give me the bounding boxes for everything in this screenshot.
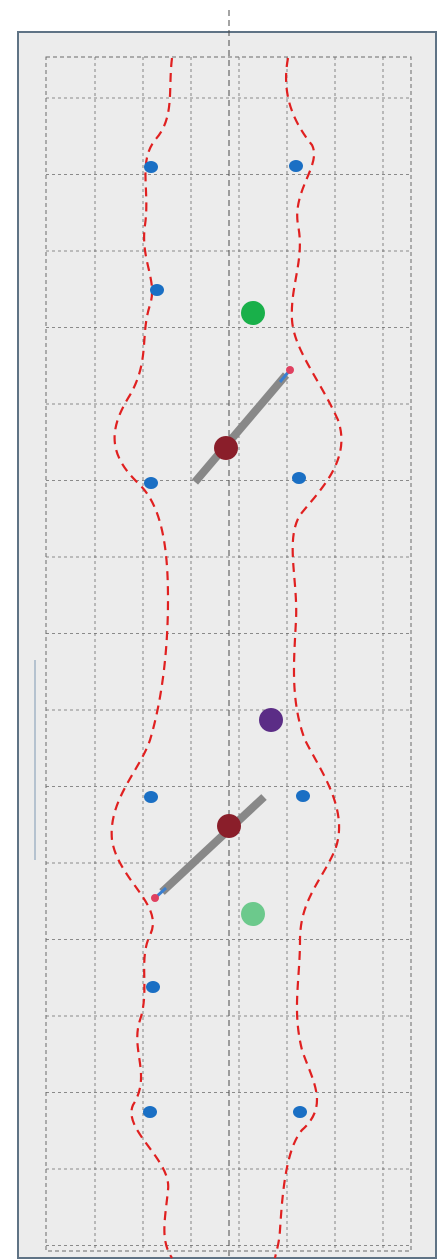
rod-upper-tip <box>286 366 294 374</box>
blue-marker-9 <box>143 1106 157 1118</box>
left-boundary-curve <box>110 57 174 1259</box>
rod-lower[interactable] <box>151 794 267 902</box>
blue-marker-10 <box>293 1106 307 1118</box>
light-green-ball[interactable] <box>241 902 265 926</box>
blue-marker-2 <box>289 160 303 172</box>
blue-marker-7 <box>296 790 310 802</box>
purple-ball[interactable] <box>259 708 283 732</box>
blue-marker-6 <box>144 791 158 803</box>
rod-upper[interactable] <box>191 366 294 485</box>
rod-lower-tip <box>151 894 159 902</box>
blue-marker-3 <box>150 284 164 296</box>
green-ball[interactable] <box>241 301 265 325</box>
blue-markers <box>143 160 310 1118</box>
blue-marker-5 <box>292 472 306 484</box>
panel-frame <box>17 31 437 1259</box>
rod-lower-pivot[interactable] <box>217 814 241 838</box>
blue-marker-8 <box>146 981 160 993</box>
rod-upper-pivot[interactable] <box>214 436 238 460</box>
rod-upper-bar[interactable] <box>191 372 290 485</box>
right-boundary-curve <box>273 57 343 1259</box>
blue-marker-1 <box>144 161 158 173</box>
blue-marker-4 <box>144 477 158 489</box>
grid-border <box>45 56 412 1252</box>
rod-lower-bar[interactable] <box>159 794 267 895</box>
